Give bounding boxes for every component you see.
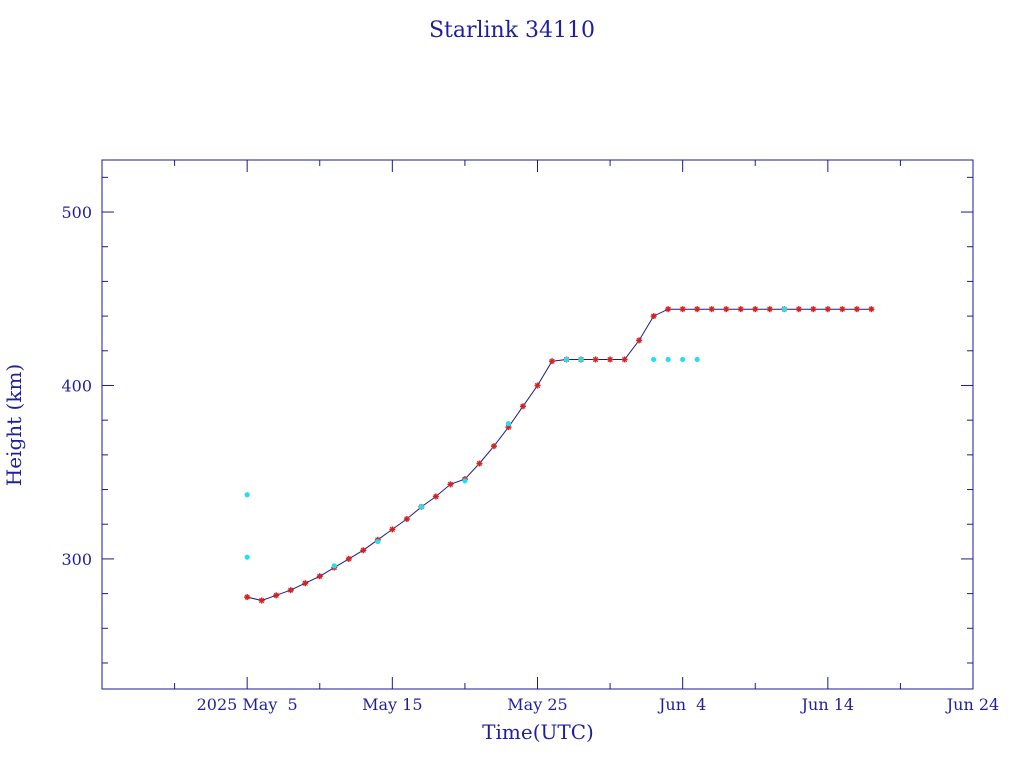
data-point-cyan — [462, 478, 468, 484]
data-point-red — [853, 306, 860, 313]
x-axis-label: Time(UTC) — [482, 720, 594, 744]
data-point-cyan — [505, 421, 512, 427]
data-point-cyan — [375, 538, 381, 545]
chart-title: Starlink 34110 — [429, 18, 595, 43]
data-point-red — [273, 592, 280, 599]
y-tick-label: 300 — [61, 550, 92, 569]
plot-frame — [101, 159, 974, 690]
data-point-red — [476, 460, 483, 467]
y-tick-label: 400 — [61, 376, 92, 395]
series-line — [247, 308, 872, 602]
data-point-red — [824, 306, 831, 313]
data-point-cyan — [244, 554, 250, 560]
data-point-red — [345, 555, 352, 562]
data-point-cyan — [665, 356, 671, 363]
data-point-red — [810, 306, 817, 313]
data-point-cyan — [331, 563, 337, 569]
x-tick-label: May 25 — [507, 695, 567, 714]
data-point-red — [607, 356, 614, 363]
data-point-red — [708, 306, 715, 313]
data-point-red — [839, 306, 846, 313]
data-point-red — [389, 526, 396, 533]
data-point-cyan — [694, 356, 700, 363]
data-point-red — [258, 597, 265, 604]
data-point-red — [360, 547, 367, 554]
data-point-red — [868, 306, 875, 313]
y-axis-label: Height (km) — [2, 364, 26, 486]
axis-ticks — [102, 160, 974, 689]
data-point-red — [679, 306, 686, 313]
data-point-red — [244, 594, 251, 601]
series-line-group — [247, 308, 872, 602]
data-point-red — [534, 382, 541, 389]
data-point-red — [592, 356, 599, 363]
data-point-red — [549, 358, 556, 365]
data-point-red — [650, 313, 657, 320]
data-point-red — [519, 403, 526, 410]
data-point-red — [490, 443, 497, 450]
data-point-red — [795, 306, 802, 313]
data-point-cyan — [651, 356, 657, 363]
x-tick-label: 2025 May 5 — [197, 695, 298, 714]
data-point-red — [636, 337, 643, 344]
data-point-red — [432, 493, 439, 500]
data-point-red — [723, 306, 730, 313]
data-point-cyan — [244, 492, 250, 498]
x-tick-label: Jun 14 — [800, 695, 854, 714]
data-point-red — [447, 481, 454, 488]
data-point-cyan — [563, 356, 570, 363]
data-point-red — [316, 573, 323, 580]
data-point-red — [752, 306, 759, 313]
x-tick-label: Jun 24 — [945, 695, 999, 714]
data-point-cyan — [578, 356, 584, 363]
axis-tick-labels: 2025 May 5 May 15 May 25 Jun 4 Jun 14 Jun 24 3… — [61, 203, 999, 714]
data-point-red — [737, 306, 744, 313]
y-tick-label: 500 — [61, 203, 92, 222]
data-point-red — [403, 516, 410, 523]
x-tick-label: Jun 4 — [657, 695, 706, 714]
data-point-red — [621, 356, 628, 363]
data-point-red — [665, 306, 672, 313]
data-point-red — [766, 306, 773, 313]
data-point-cyan — [781, 306, 787, 312]
x-tick-label: May 15 — [362, 695, 422, 714]
data-point-red — [287, 587, 294, 594]
data-point-red — [302, 580, 309, 587]
data-point-cyan — [418, 504, 424, 510]
data-point-cyan — [680, 356, 686, 363]
data-points — [244, 306, 875, 604]
data-point-red — [694, 306, 701, 313]
